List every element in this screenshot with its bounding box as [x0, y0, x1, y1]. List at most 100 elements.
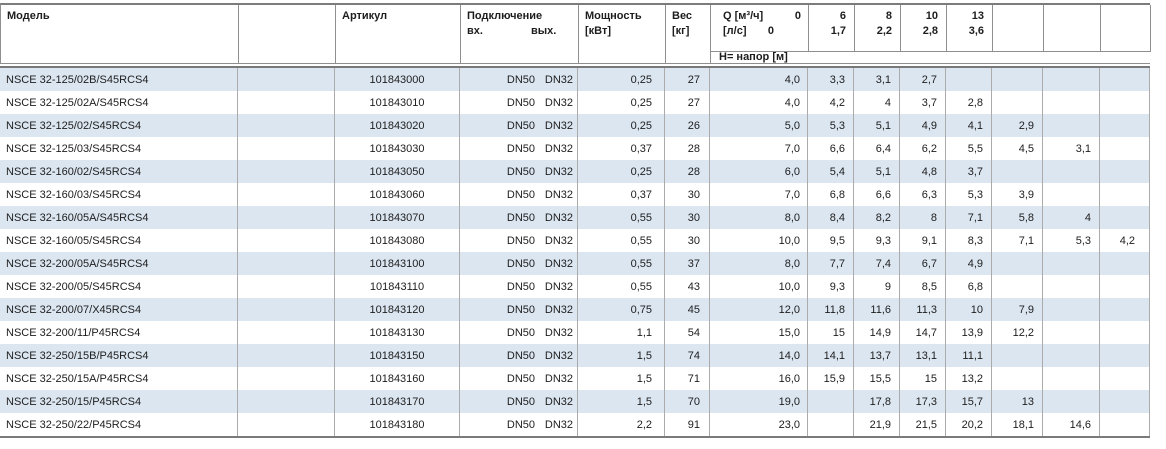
dn-inlet-value: DN50: [506, 142, 535, 155]
q-m3h-label: Q [м³/ч]: [723, 10, 764, 22]
spacer-cell: [238, 298, 335, 321]
spacer-cell: [238, 206, 335, 229]
power-cell: 0,25: [578, 91, 665, 114]
head-q10-cell: 6,3: [900, 183, 946, 206]
table-row: NSCE 32-125/02/S45RCS4 101843020 DN50 DN32 0…: [0, 114, 1150, 137]
connection-cell: DN50 DN32: [460, 298, 578, 321]
head-extra1-cell: [992, 275, 1043, 298]
head-q13-cell: 4,9: [946, 252, 992, 275]
power-cell: 0,75: [578, 298, 665, 321]
head-q6-cell: 8,4: [808, 206, 854, 229]
head-row-label: Н= напор [м]: [711, 51, 1151, 63]
article-cell: 101843120: [335, 298, 460, 321]
head-extra1-cell: [992, 91, 1043, 114]
connection-cell: DN50 DN32: [460, 390, 578, 413]
table-row: NSCE 32-250/22/P45RCS4 101843180 DN50 DN32 2…: [0, 413, 1150, 436]
weight-label: Вес: [672, 10, 693, 22]
spacer-cell: [238, 91, 335, 114]
head-q8-cell: 21,9: [854, 413, 900, 436]
weight-cell: 30: [665, 229, 710, 252]
head-q10-cell: 14,7: [900, 321, 946, 344]
dn-inlet-value: DN50: [506, 96, 535, 109]
head-extra3-cell: [1100, 206, 1150, 229]
weight-cell: 74: [665, 344, 710, 367]
dn-inlet-value: DN50: [506, 234, 535, 247]
head-q13-cell: 6,8: [946, 275, 992, 298]
head-q6-cell: 15,9: [808, 367, 854, 390]
power-cell: 1,1: [578, 321, 665, 344]
article-cell: 101843020: [335, 114, 460, 137]
dn-inlet-value: DN50: [506, 73, 535, 86]
head-q0-cell: 7,0: [710, 137, 808, 160]
article-cell: 101843000: [335, 68, 460, 91]
dn-inlet-value: DN50: [506, 280, 535, 293]
head-extra1-cell: [992, 344, 1043, 367]
power-cell: 0,37: [578, 183, 665, 206]
power-cell: 1,5: [578, 344, 665, 367]
weight-cell: 27: [665, 68, 710, 91]
head-extra1-cell: 4,5: [992, 137, 1043, 160]
head-q8-cell: 6,4: [854, 137, 900, 160]
col-header-flow-6: 6 1,7: [809, 5, 855, 51]
dn-outlet-value: DN32: [544, 303, 573, 316]
head-extra1-cell: [992, 367, 1043, 390]
head-extra2-cell: 4: [1043, 206, 1100, 229]
weight-cell: 28: [665, 137, 710, 160]
head-q13-cell: 2,8: [946, 91, 992, 114]
head-q0-cell: 10,0: [710, 229, 808, 252]
table-row: NSCE 32-160/05A/S45RCS4 101843070 DN50 DN32…: [0, 206, 1150, 229]
spacer-cell: [238, 137, 335, 160]
spacer-cell: [238, 160, 335, 183]
weight-cell: 43: [665, 275, 710, 298]
head-q8-cell: 5,1: [854, 114, 900, 137]
head-extra3-cell: 4,2: [1100, 229, 1150, 252]
head-q10-cell: 3,7: [900, 91, 946, 114]
head-q6-cell: 4,2: [808, 91, 854, 114]
head-extra1-cell: 13: [992, 390, 1043, 413]
connection-label: Подключение: [467, 10, 543, 22]
head-q8-cell: 15,5: [854, 367, 900, 390]
dn-inlet-value: DN50: [506, 188, 535, 201]
weight-cell: 27: [665, 91, 710, 114]
header-body-gap: [0, 64, 1150, 66]
dn-outlet-value: DN32: [544, 142, 573, 155]
head-q8-cell: 11,6: [854, 298, 900, 321]
dn-inlet-value: DN50: [506, 395, 535, 408]
head-extra2-cell: [1043, 275, 1100, 298]
head-q8-cell: 9: [854, 275, 900, 298]
power-unit-label: [кВт]: [585, 25, 612, 37]
model-cell: NSCE 32-250/15B/P45RCS4: [0, 344, 238, 367]
dn-outlet-value: DN32: [544, 326, 573, 339]
weight-cell: 91: [665, 413, 710, 436]
head-q6-cell: 11,8: [808, 298, 854, 321]
q-ls-label: [л/с]: [723, 25, 747, 37]
head-extra2-cell: 5,3: [1043, 229, 1100, 252]
col-header-extra-3: [1101, 5, 1151, 51]
dn-inlet-value: DN50: [506, 119, 535, 132]
dn-outlet-value: DN32: [544, 165, 573, 178]
head-extra1-cell: 7,9: [992, 298, 1043, 321]
head-q8-cell: 13,7: [854, 344, 900, 367]
q-m3h-zero: 0: [794, 10, 801, 22]
power-cell: 0,25: [578, 68, 665, 91]
power-cell: 0,55: [578, 206, 665, 229]
connection-cell: DN50 DN32: [460, 413, 578, 436]
head-q6-cell: 6,8: [808, 183, 854, 206]
head-q10-cell: 8: [900, 206, 946, 229]
table-row: NSCE 32-250/15/P45RCS4 101843170 DN50 DN32 1…: [0, 390, 1150, 413]
table-row: NSCE 32-160/05/S45RCS4 101843080 DN50 DN32 0…: [0, 229, 1150, 252]
col-header-extra-1: [993, 5, 1044, 51]
head-q6-cell: 14,1: [808, 344, 854, 367]
weight-cell: 70: [665, 390, 710, 413]
head-q8-cell: 9,3: [854, 229, 900, 252]
flow-m3h-value: 6: [839, 10, 846, 22]
weight-cell: 30: [665, 183, 710, 206]
head-extra3-cell: [1100, 298, 1150, 321]
dn-outlet-value: DN32: [544, 418, 573, 431]
head-q0-cell: 8,0: [710, 206, 808, 229]
col-header-flow-8: 8 2,2: [855, 5, 901, 51]
flow-ls-value: 2,8: [922, 25, 938, 37]
head-q8-cell: 3,1: [854, 68, 900, 91]
head-q0-cell: 15,0: [710, 321, 808, 344]
